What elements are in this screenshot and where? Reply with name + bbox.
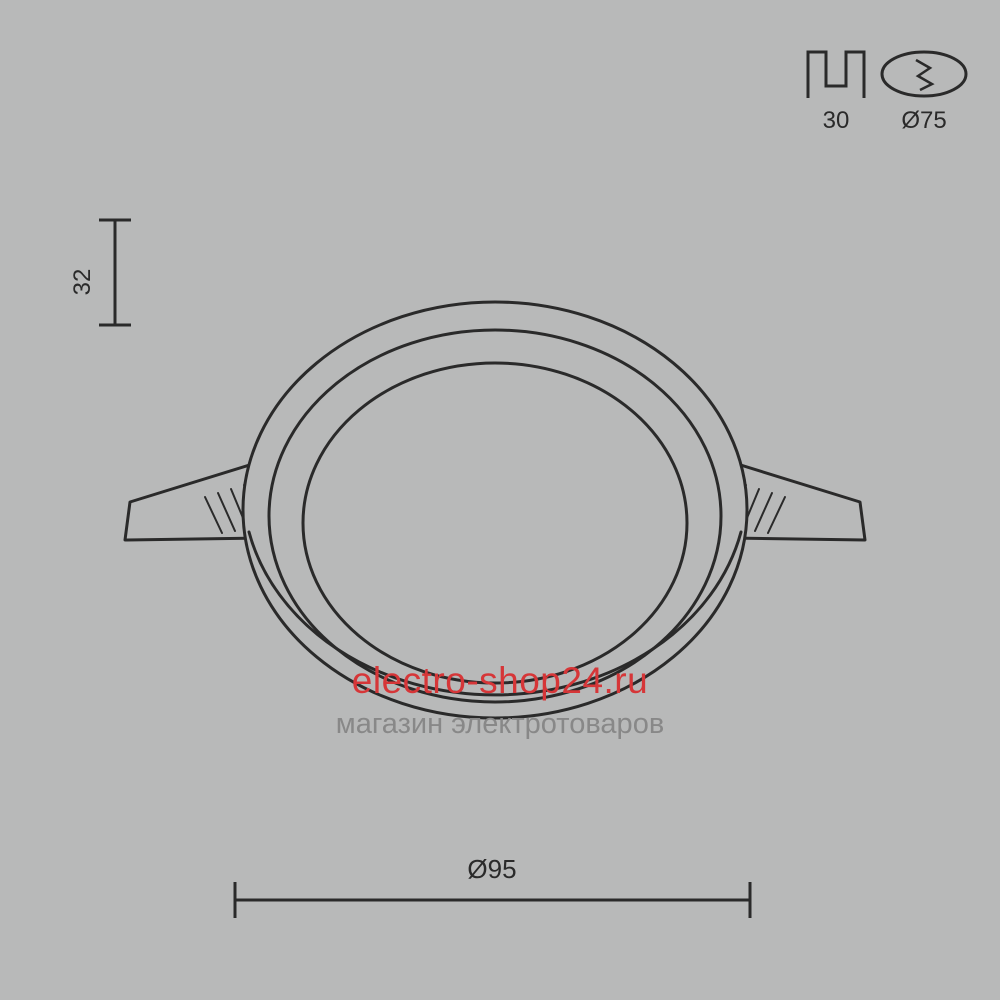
height-dimension-label: 32 [69,269,96,296]
diameter-dimension-label: Ø95 [467,854,516,884]
lamp-fixture [125,302,865,718]
depth-icon [808,52,864,98]
watermark-tagline: магазин электротоваров [0,708,1000,741]
cutout-icon-label: Ø75 [901,107,946,134]
depth-icon-label: 30 [823,107,850,134]
cutout-icon [882,52,966,96]
diameter-dimension [235,882,750,918]
watermark-domain: electro-shop24.ru [0,660,1000,702]
diagram-canvas: 32 Ø95 30 Ø75 [0,0,1000,1000]
diagram-svg: 32 Ø95 30 Ø75 [0,0,1000,1000]
height-dimension [99,220,131,325]
